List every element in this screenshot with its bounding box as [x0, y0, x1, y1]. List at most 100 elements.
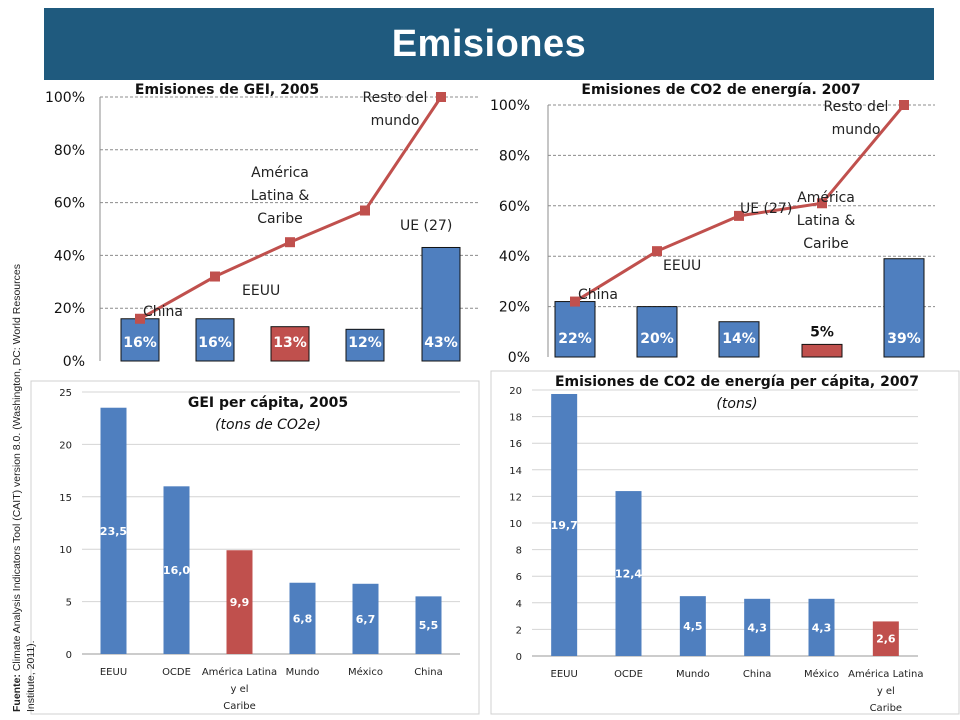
bar — [270, 326, 310, 362]
x-category-label: EEUU — [551, 669, 578, 680]
bar — [415, 596, 442, 654]
y-tick-label: 60% — [54, 196, 85, 212]
bar-data-label: 4,3 — [812, 621, 832, 634]
bar — [808, 598, 835, 656]
cumulative-line — [139, 96, 443, 321]
y-tick-label: 0 — [516, 652, 522, 663]
cumulative-marker — [734, 210, 744, 221]
page-title: Emisiones — [44, 8, 934, 80]
y-tick-label: 10 — [59, 545, 72, 556]
bar — [872, 621, 899, 656]
region-annotation: Resto del mundo — [363, 90, 428, 129]
chart-subtitle: (tons de CO2e) — [215, 417, 321, 433]
bar-data-label: 14% — [722, 331, 756, 347]
y-tick-label: 20% — [499, 300, 530, 316]
chart-gei-2005: Emisiones de GEI, 2005 0% 20% 40% 60% 80% 100%… — [45, 82, 478, 370]
y-tick-label: 60% — [499, 199, 530, 215]
y-tick-label: 40% — [54, 248, 85, 264]
chart-subtitle: (tons) — [716, 396, 757, 412]
y-tick-label: 8 — [516, 546, 522, 557]
bar — [100, 407, 127, 654]
bar-data-label: 12% — [348, 335, 382, 351]
cumulative-marker — [135, 313, 145, 324]
bar-data-label: 12,4 — [615, 568, 642, 581]
source-text: Climate Analysis Indicators Tool (CAIT) … — [11, 264, 37, 712]
bar-data-label: 22% — [558, 331, 592, 347]
bar — [679, 596, 706, 656]
bar-data-label: 4,5 — [683, 620, 703, 633]
y-tick-label: 6 — [516, 572, 522, 583]
cumulative-marker — [570, 296, 580, 307]
source-label: Fuente: — [11, 674, 23, 712]
x-category-label: México — [804, 668, 839, 680]
bar-data-label: 5% — [810, 324, 834, 340]
region-annotation: China — [143, 304, 183, 320]
y-tick-label: 20 — [59, 440, 72, 451]
bar-data-label: 39% — [887, 331, 921, 347]
x-category-label: Mundo — [286, 667, 320, 678]
chart-title: Emisiones de CO2 de energía per cápita, … — [555, 374, 919, 390]
chart-co2-per-capita-2007: 0 2 4 6 8 10 12 14 16 18 20 19,7 EEUU 12,4 OCDE 4,5 Mund… — [490, 370, 960, 715]
x-category-label: América Latina y el Caribe — [848, 668, 923, 714]
y-tick-label: 40% — [499, 249, 530, 265]
chart-co2-energia-2007: Emisiones de CO2 de energía. 2007 0% 20% 40… — [490, 82, 935, 366]
y-tick-label: 16 — [509, 439, 522, 450]
bar — [120, 318, 160, 362]
cumulative-marker — [210, 271, 220, 282]
bar — [195, 318, 235, 362]
region-annotation: Resto del mundo — [824, 99, 889, 138]
y-tick-label: 100% — [45, 90, 85, 106]
bar-data-label: 43% — [424, 335, 458, 351]
y-tick-label: 2 — [516, 625, 522, 636]
y-tick-label: 80% — [54, 143, 85, 159]
region-annotation: EEUU — [663, 258, 701, 274]
y-tick-label: 15 — [59, 493, 72, 504]
chart-title: GEI per cápita, 2005 — [188, 395, 348, 411]
x-category-label: Mundo — [676, 669, 710, 680]
region-annotation: China — [578, 287, 618, 303]
y-tick-label: 10 — [509, 519, 522, 530]
bar-data-label: 13% — [273, 335, 307, 351]
region-annotation: América Latina & Caribe — [797, 190, 856, 252]
bar — [421, 246, 461, 362]
bar — [615, 491, 642, 656]
region-annotation: UE (27) — [400, 218, 452, 234]
cumulative-marker — [817, 198, 827, 209]
bar-data-label: 20% — [640, 331, 674, 347]
y-tick-label: 4 — [516, 599, 522, 610]
bar — [636, 306, 678, 358]
bar-data-label: 4,3 — [747, 621, 767, 634]
bar-data-label: 16,0 — [163, 564, 190, 577]
y-tick-label: 20 — [509, 386, 522, 397]
bar-data-label: 6,7 — [356, 613, 376, 626]
bar-data-label: 2,6 — [876, 633, 896, 646]
bar — [744, 598, 771, 656]
y-tick-label: 100% — [490, 98, 530, 114]
bar — [718, 321, 760, 358]
bar-data-label: 19,7 — [551, 519, 578, 532]
bar — [163, 486, 190, 654]
y-tick-label: 14 — [509, 466, 522, 477]
bar-data-label: 6,8 — [293, 612, 313, 625]
bar-data-label: 9,9 — [230, 596, 250, 609]
cumulative-marker — [436, 92, 446, 102]
y-tick-label: 0% — [508, 350, 530, 366]
bar — [352, 583, 379, 654]
y-tick-label: 0% — [63, 354, 85, 370]
chart-title: Emisiones de GEI, 2005 — [135, 82, 319, 98]
chart-gei-per-capita-2005: 0 5 10 15 20 25 23,5 EEUU 16,0 OCDE 9,9 América Lat… — [30, 380, 480, 715]
cumulative-marker — [360, 205, 370, 216]
x-category-label: EEUU — [100, 667, 127, 678]
region-annotation: EEUU — [242, 283, 280, 299]
region-annotation: América Latina & Caribe — [251, 165, 310, 227]
cumulative-marker — [899, 100, 909, 110]
bar-data-label: 16% — [198, 335, 232, 351]
y-tick-label: 20% — [54, 301, 85, 317]
y-tick-label: 5 — [66, 598, 72, 609]
x-category-label: China — [743, 669, 772, 680]
y-tick-label: 80% — [499, 148, 530, 164]
y-tick-label: 0 — [66, 650, 72, 661]
bar — [551, 393, 578, 656]
chart-title: Emisiones de CO2 de energía. 2007 — [581, 82, 860, 98]
bar — [554, 301, 596, 358]
